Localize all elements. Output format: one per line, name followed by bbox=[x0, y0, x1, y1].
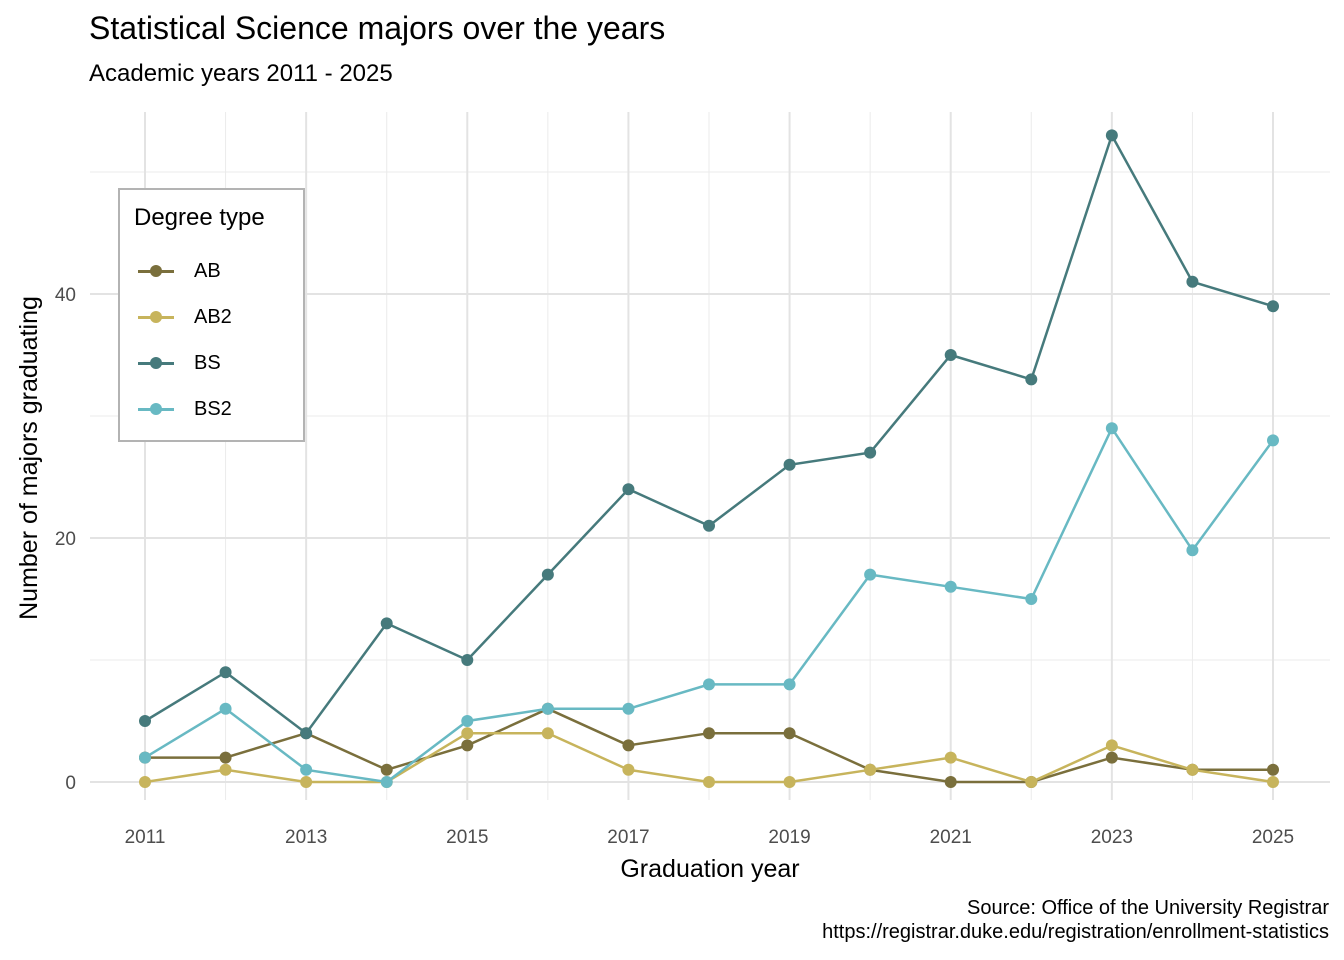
y-tick-label: 40 bbox=[55, 285, 76, 306]
data-point bbox=[1025, 593, 1038, 605]
data-point bbox=[461, 654, 474, 666]
data-point bbox=[783, 727, 796, 740]
x-axis-label: Graduation year bbox=[620, 855, 799, 883]
data-point bbox=[864, 446, 877, 459]
data-point bbox=[461, 739, 474, 752]
data-point bbox=[1105, 129, 1118, 142]
legend-item: BS bbox=[136, 348, 221, 378]
data-point bbox=[139, 751, 151, 764]
x-tick-label: 2011 bbox=[125, 827, 166, 848]
legend-label: AB bbox=[194, 259, 221, 282]
data-point bbox=[1105, 422, 1118, 435]
x-tick-label: 2017 bbox=[607, 827, 649, 848]
data-point bbox=[864, 763, 877, 776]
data-point bbox=[139, 715, 151, 727]
x-tick-label: 2013 bbox=[285, 827, 327, 848]
data-point bbox=[703, 678, 715, 691]
data-point bbox=[622, 702, 635, 715]
legend-key-icon bbox=[136, 261, 176, 281]
data-point bbox=[219, 763, 232, 776]
legend-item: AB bbox=[136, 256, 221, 286]
data-point bbox=[300, 763, 313, 776]
caption-url: https://registrar.duke.edu/registration/… bbox=[822, 921, 1329, 943]
data-point bbox=[1267, 434, 1279, 447]
data-point bbox=[380, 763, 393, 776]
data-point bbox=[783, 458, 796, 471]
data-point bbox=[219, 702, 232, 715]
legend: Degree type AB AB2 BS BS2 bbox=[118, 188, 305, 442]
legend-label: BS2 bbox=[194, 397, 232, 420]
legend-item: BS2 bbox=[136, 394, 232, 424]
data-point bbox=[703, 727, 715, 740]
data-point bbox=[541, 727, 554, 740]
data-point bbox=[1267, 300, 1279, 313]
legend-key-icon bbox=[136, 307, 176, 327]
chart-subtitle: Academic years 2011 - 2025 bbox=[89, 60, 393, 87]
legend-key-icon bbox=[136, 353, 176, 373]
chart-title: Statistical Science majors over the year… bbox=[89, 10, 666, 46]
data-point bbox=[1105, 739, 1118, 752]
data-point bbox=[944, 580, 957, 593]
data-point bbox=[944, 751, 957, 764]
data-point bbox=[461, 727, 474, 740]
data-point bbox=[703, 519, 715, 532]
legend-item: AB2 bbox=[136, 302, 232, 332]
x-tick-label: 2019 bbox=[768, 827, 810, 848]
legend-key-icon bbox=[136, 399, 176, 419]
y-tick-label: 0 bbox=[65, 773, 76, 794]
data-point bbox=[703, 776, 715, 788]
data-point bbox=[219, 751, 232, 764]
legend-title: Degree type bbox=[134, 204, 265, 231]
data-point bbox=[622, 763, 635, 776]
data-point bbox=[541, 702, 554, 715]
data-point bbox=[461, 715, 474, 727]
data-point bbox=[1186, 544, 1199, 557]
caption: Source: Office of the University Registr… bbox=[822, 896, 1329, 944]
data-point bbox=[944, 349, 957, 361]
data-point bbox=[622, 739, 635, 752]
data-point bbox=[944, 776, 957, 788]
data-point bbox=[219, 666, 232, 679]
legend-label: AB2 bbox=[194, 305, 232, 328]
series-bs bbox=[139, 129, 1279, 740]
data-point bbox=[1105, 751, 1118, 764]
x-tick-label: 2015 bbox=[446, 827, 488, 848]
y-tick-label: 20 bbox=[55, 529, 76, 550]
data-point bbox=[1186, 275, 1199, 288]
data-point bbox=[1025, 373, 1038, 386]
data-point bbox=[139, 776, 151, 788]
data-point bbox=[1186, 763, 1199, 776]
data-point bbox=[1267, 776, 1279, 788]
data-point bbox=[380, 617, 393, 630]
data-point bbox=[783, 776, 796, 788]
data-point bbox=[380, 776, 393, 788]
y-axis-label: Number of majors graduating bbox=[15, 296, 43, 620]
data-point bbox=[1267, 763, 1279, 776]
x-tick-label: 2021 bbox=[930, 827, 972, 848]
data-point bbox=[300, 727, 313, 740]
legend-label: BS bbox=[194, 351, 221, 374]
caption-source: Source: Office of the University Registr… bbox=[967, 897, 1329, 919]
data-point bbox=[1025, 776, 1038, 788]
data-point bbox=[541, 568, 554, 581]
series-bs2 bbox=[139, 422, 1279, 788]
data-point bbox=[300, 776, 313, 788]
data-point bbox=[864, 568, 877, 581]
x-tick-label: 2025 bbox=[1252, 827, 1294, 848]
data-point bbox=[622, 483, 635, 496]
x-tick-label: 2023 bbox=[1091, 827, 1133, 848]
data-point bbox=[783, 678, 796, 691]
